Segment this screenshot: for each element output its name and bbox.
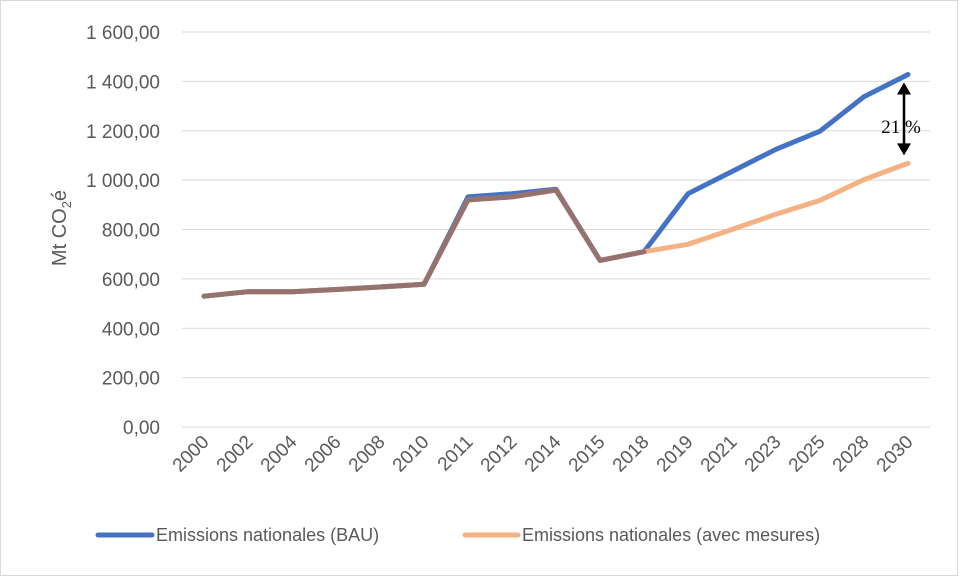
x-tick-label: 2015 <box>565 432 610 477</box>
y-tick-label: 200,00 <box>102 369 160 390</box>
x-tick-label: 2023 <box>741 432 786 477</box>
x-tick-label: 2000 <box>169 432 214 477</box>
y-axis-label: Mt CO2é <box>49 190 74 266</box>
x-tick-label: 2019 <box>653 432 698 477</box>
x-tick-label: 2014 <box>521 431 566 476</box>
x-tick-label: 2011 <box>434 432 478 476</box>
y-tick-label: 1 400,00 <box>86 72 160 93</box>
gap-label: 21 % <box>881 117 921 138</box>
series-line-bau <box>201 72 911 299</box>
gap-annotation: 21 % <box>881 82 921 156</box>
y-tick-label: 600,00 <box>102 270 160 291</box>
x-tick-label: 2012 <box>477 432 522 477</box>
x-tick-labels: 2000 2002 2004 2006 2008 2010 2011 2012 2014 2015… <box>169 431 918 476</box>
x-tick-label: 2030 <box>873 432 918 477</box>
y-tick-label: 800,00 <box>102 221 160 242</box>
y-tick-label: 0,00 <box>123 418 160 439</box>
y-tick-label: 400,00 <box>102 319 160 340</box>
x-tick-label: 2021 <box>697 432 742 477</box>
x-tick-label: 2002 <box>213 432 258 477</box>
y-tick-labels: 0,00 200,00 400,00 600,00 800,00 1 000,00 1 20… <box>86 23 160 439</box>
series-overlap-line <box>201 187 647 299</box>
x-tick-label: 2028 <box>829 432 874 477</box>
arrow-head-up <box>897 82 911 95</box>
y-tick-label: 1 600,00 <box>86 23 160 44</box>
legend: Emissions nationales (BAU) Emissions nati… <box>95 525 820 545</box>
legend-label-avec-mesures: Emissions nationales (avec mesures) <box>522 525 820 545</box>
x-tick-label: 2008 <box>345 432 390 477</box>
x-tick-label: 2025 <box>785 432 830 477</box>
x-tick-label: 2006 <box>301 432 346 477</box>
x-tick-label: 2018 <box>609 432 654 477</box>
grid-lines <box>182 31 930 428</box>
legend-label-bau: Emissions nationales (BAU) <box>156 525 379 545</box>
x-tick-label: 2010 <box>389 432 434 477</box>
y-tick-label: 1 000,00 <box>86 171 160 192</box>
y-tick-label: 1 200,00 <box>86 122 160 143</box>
series-lines <box>201 72 911 299</box>
arrow-head-down <box>897 143 911 156</box>
x-tick-label: 2004 <box>257 431 302 476</box>
